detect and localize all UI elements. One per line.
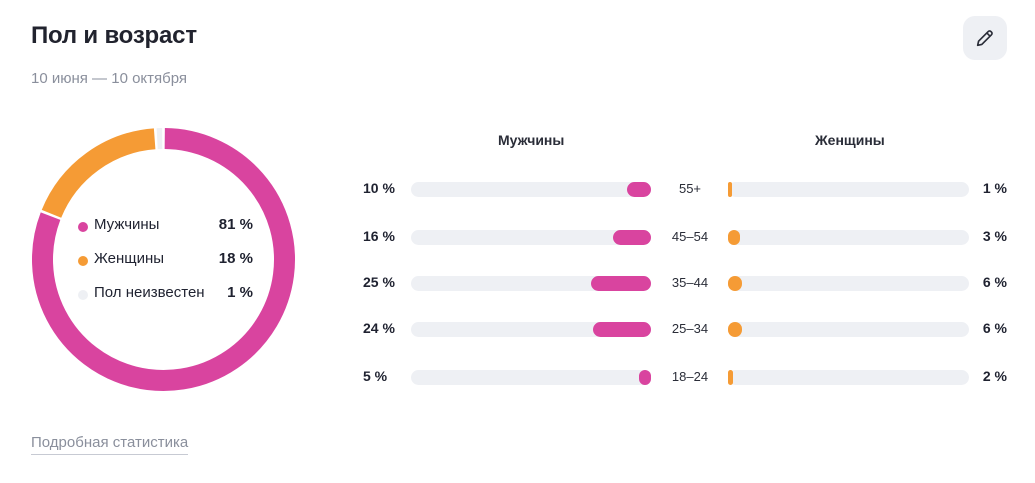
men-value-label: 16 % bbox=[363, 228, 395, 244]
women-bar-track bbox=[728, 276, 969, 291]
age-group-label: 55+ bbox=[678, 181, 702, 196]
women-bar bbox=[728, 230, 740, 245]
legend-label-women: Женщины bbox=[94, 250, 165, 267]
women-value-label: 6 % bbox=[982, 274, 1007, 290]
women-bar-track bbox=[728, 370, 969, 385]
age-group-label: 18–24 bbox=[671, 369, 709, 384]
pencil-icon bbox=[976, 30, 993, 47]
women-bar bbox=[728, 276, 743, 291]
donut-svg bbox=[32, 128, 295, 391]
men-bar-track bbox=[411, 182, 651, 197]
women-bar bbox=[728, 182, 732, 197]
men-bar-track bbox=[411, 370, 651, 385]
age-group-label: 45–54 bbox=[671, 229, 709, 244]
age-group-label: 35–44 bbox=[671, 275, 709, 290]
legend-item-men: Мужчины 81 % bbox=[78, 214, 253, 248]
women-value-label: 3 % bbox=[982, 228, 1007, 244]
age-row: 16 % 45–54 3 % bbox=[0, 228, 1035, 248]
donut-slice-women bbox=[41, 128, 156, 218]
gender-donut-chart bbox=[30, 126, 297, 393]
men-bar bbox=[627, 182, 651, 197]
donut-legend: Мужчины 81 % Женщины 18 % Пол неизвестен… bbox=[78, 214, 253, 316]
women-bar bbox=[728, 370, 733, 385]
donut-slice-men bbox=[32, 128, 295, 391]
men-value-label: 25 % bbox=[363, 274, 395, 290]
men-bar-track bbox=[411, 276, 651, 291]
details-link[interactable]: Подробная статистика bbox=[31, 434, 189, 455]
women-value-label: 1 % bbox=[982, 180, 1007, 196]
age-group-label: 25–34 bbox=[671, 321, 709, 336]
legend-value-men: 81 % bbox=[218, 216, 253, 233]
men-value-label: 24 % bbox=[363, 320, 395, 336]
age-row: 10 % 55+ 1 % bbox=[0, 180, 1035, 200]
men-bar-track bbox=[411, 230, 651, 245]
edit-button[interactable] bbox=[963, 16, 1007, 60]
women-bar-track bbox=[728, 182, 969, 197]
column-header-men: Мужчины bbox=[498, 132, 565, 148]
women-value-label: 2 % bbox=[982, 368, 1007, 384]
legend-dot-unknown bbox=[78, 290, 88, 300]
men-bar bbox=[639, 370, 651, 385]
legend-item-unknown: Пол неизвестен 1 % bbox=[78, 282, 253, 316]
page-title: Пол и возраст bbox=[31, 22, 197, 49]
men-bar-track bbox=[411, 322, 651, 337]
age-row: 5 % 18–24 2 % bbox=[0, 368, 1035, 388]
legend-dot-men bbox=[78, 222, 88, 232]
legend-value-women: 18 % bbox=[218, 250, 253, 267]
legend-label-unknown: Пол неизвестен bbox=[94, 284, 205, 301]
men-value-label: 10 % bbox=[363, 180, 395, 196]
men-bar bbox=[593, 322, 651, 337]
column-header-women: Женщины bbox=[815, 132, 885, 148]
age-row: 24 % 25–34 6 % bbox=[0, 320, 1035, 340]
age-row: 25 % 35–44 6 % bbox=[0, 274, 1035, 294]
women-value-label: 6 % bbox=[982, 320, 1007, 336]
women-bar-track bbox=[728, 230, 969, 245]
men-bar bbox=[591, 276, 651, 291]
legend-dot-women bbox=[78, 256, 88, 266]
women-bar bbox=[728, 322, 743, 337]
legend-label-men: Мужчины bbox=[94, 216, 160, 233]
legend-item-women: Женщины 18 % bbox=[78, 248, 253, 282]
legend-value-unknown: 1 % bbox=[227, 284, 253, 301]
men-value-label: 5 % bbox=[363, 368, 388, 384]
date-range: 10 июня — 10 октября bbox=[31, 70, 188, 87]
women-bar-track bbox=[728, 322, 969, 337]
men-bar bbox=[612, 230, 651, 245]
